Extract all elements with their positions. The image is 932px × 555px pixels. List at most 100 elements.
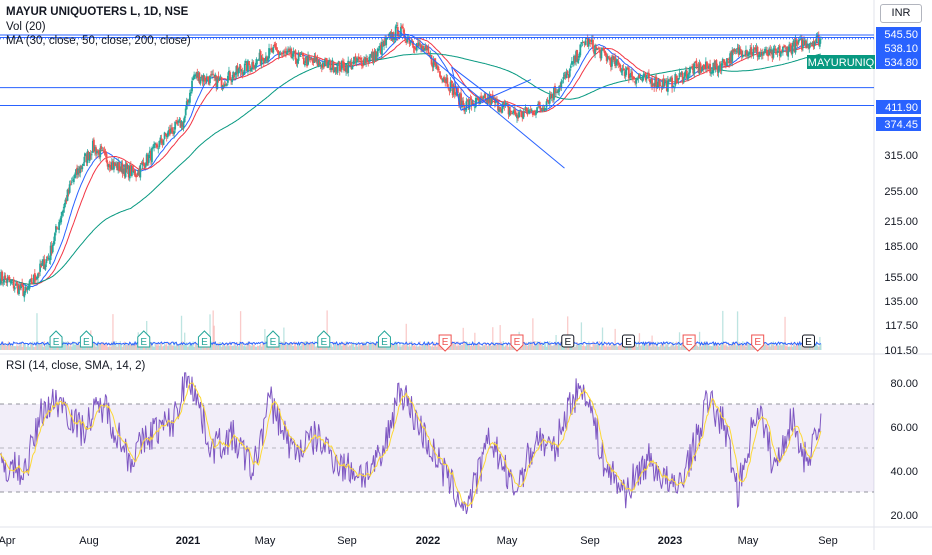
candle-body xyxy=(615,61,618,66)
volume-bar xyxy=(525,342,528,350)
volume-bar xyxy=(449,342,452,350)
earnings-marker[interactable]: E xyxy=(682,334,696,352)
volume-bar xyxy=(606,341,608,350)
candle-body xyxy=(529,109,532,110)
candle-body xyxy=(239,65,242,72)
price-axis-tick: 255.00 xyxy=(884,186,918,198)
candle-body xyxy=(100,146,103,150)
candle-body xyxy=(348,62,351,64)
volume-bar xyxy=(377,341,379,350)
volume-bar xyxy=(505,343,508,350)
earnings-marker[interactable]: E xyxy=(377,330,391,348)
earnings-marker[interactable]: E xyxy=(801,334,815,348)
candle-body xyxy=(636,78,639,80)
volume-bar xyxy=(345,341,347,350)
volume-bar xyxy=(590,346,592,350)
volume-bar xyxy=(506,343,509,350)
candle-body xyxy=(99,147,102,158)
volume-bar xyxy=(467,343,470,350)
candle-body xyxy=(84,153,87,157)
volume-bar xyxy=(733,343,736,350)
candle-body xyxy=(499,106,502,110)
candle-body xyxy=(429,54,432,57)
downtrend-line xyxy=(397,29,565,169)
volume-bar xyxy=(502,341,504,350)
earnings-marker[interactable]: E xyxy=(561,334,575,348)
volume-bar xyxy=(820,343,822,350)
candle-body xyxy=(710,71,713,74)
volume-bar xyxy=(607,346,609,350)
volume-bar xyxy=(466,342,469,350)
earnings-marker[interactable]: E xyxy=(438,334,452,352)
earnings-marker[interactable]: E xyxy=(266,330,280,348)
candle-body xyxy=(601,47,604,50)
time-axis-tick: Apr xyxy=(0,535,16,547)
candle-body xyxy=(238,67,241,69)
volume-bar xyxy=(666,344,668,350)
volume-bar xyxy=(193,346,195,350)
candle-body xyxy=(0,283,1,285)
earnings-marker[interactable]: E xyxy=(197,330,211,348)
earnings-marker[interactable]: E xyxy=(79,330,93,348)
candle-body xyxy=(470,100,473,107)
candle-body xyxy=(669,79,671,81)
volume-bar xyxy=(99,342,101,350)
earnings-marker[interactable]: E xyxy=(510,334,524,352)
volume-bar xyxy=(495,344,497,350)
candle-body xyxy=(109,166,112,170)
volume-bar xyxy=(677,342,680,350)
volume-bar xyxy=(801,344,803,350)
candle-body xyxy=(1,271,4,281)
candle-body xyxy=(70,181,73,183)
candle-body xyxy=(723,61,726,66)
candle-body xyxy=(659,85,662,87)
volume-bar xyxy=(541,342,544,350)
volume-bar xyxy=(414,344,416,350)
ma-legend[interactable]: MA (30, close, 50, close, 200, close) xyxy=(6,35,191,47)
candle-body xyxy=(268,48,270,59)
volume-bar xyxy=(539,341,541,350)
candle-body xyxy=(432,60,435,68)
volume-bar xyxy=(418,346,420,350)
volume-bar xyxy=(595,344,597,350)
currency-button[interactable]: INR xyxy=(880,4,922,23)
candle-body xyxy=(658,80,661,87)
candle-body xyxy=(401,26,403,29)
price-axis-tick: 117.50 xyxy=(885,320,918,332)
volume-bar xyxy=(309,341,311,350)
volume-bar xyxy=(766,344,768,350)
volume-bar xyxy=(376,343,378,350)
candle-body xyxy=(818,39,821,47)
volume-bar xyxy=(584,346,587,350)
candle-body xyxy=(675,75,678,80)
volume-bar xyxy=(1,343,3,350)
volume-legend[interactable]: Vol (20) xyxy=(6,21,46,33)
candle-body xyxy=(538,102,541,107)
volume-bar xyxy=(786,344,788,350)
candle-body xyxy=(553,87,555,100)
volume-bar xyxy=(36,313,38,350)
volume-bar xyxy=(334,342,337,350)
earnings-marker[interactable]: E xyxy=(137,330,151,348)
volume-bar xyxy=(682,342,684,350)
candle-body xyxy=(805,41,807,49)
earnings-marker[interactable]: E xyxy=(621,334,635,348)
volume-bar xyxy=(628,345,630,350)
symbol-title[interactable]: MAYUR UNIQUOTERS L, 1D, NSE xyxy=(6,6,189,18)
earnings-marker[interactable]: E xyxy=(49,330,63,348)
rsi-legend[interactable]: RSI (14, close, SMA, 14, 2) xyxy=(6,360,146,372)
volume-bar xyxy=(494,344,496,350)
volume-bar xyxy=(404,345,406,350)
time-axis-tick: May xyxy=(255,535,276,547)
candle-body xyxy=(277,50,280,55)
volume-bar xyxy=(709,345,711,350)
candle-body xyxy=(800,38,803,50)
volume-bar xyxy=(697,346,700,350)
candle-body xyxy=(674,74,677,86)
volume-bar xyxy=(715,342,718,350)
candle-body xyxy=(578,53,581,58)
earnings-marker[interactable]: E xyxy=(317,330,331,348)
earnings-marker[interactable]: E xyxy=(751,334,765,352)
earnings-badge xyxy=(682,334,696,352)
